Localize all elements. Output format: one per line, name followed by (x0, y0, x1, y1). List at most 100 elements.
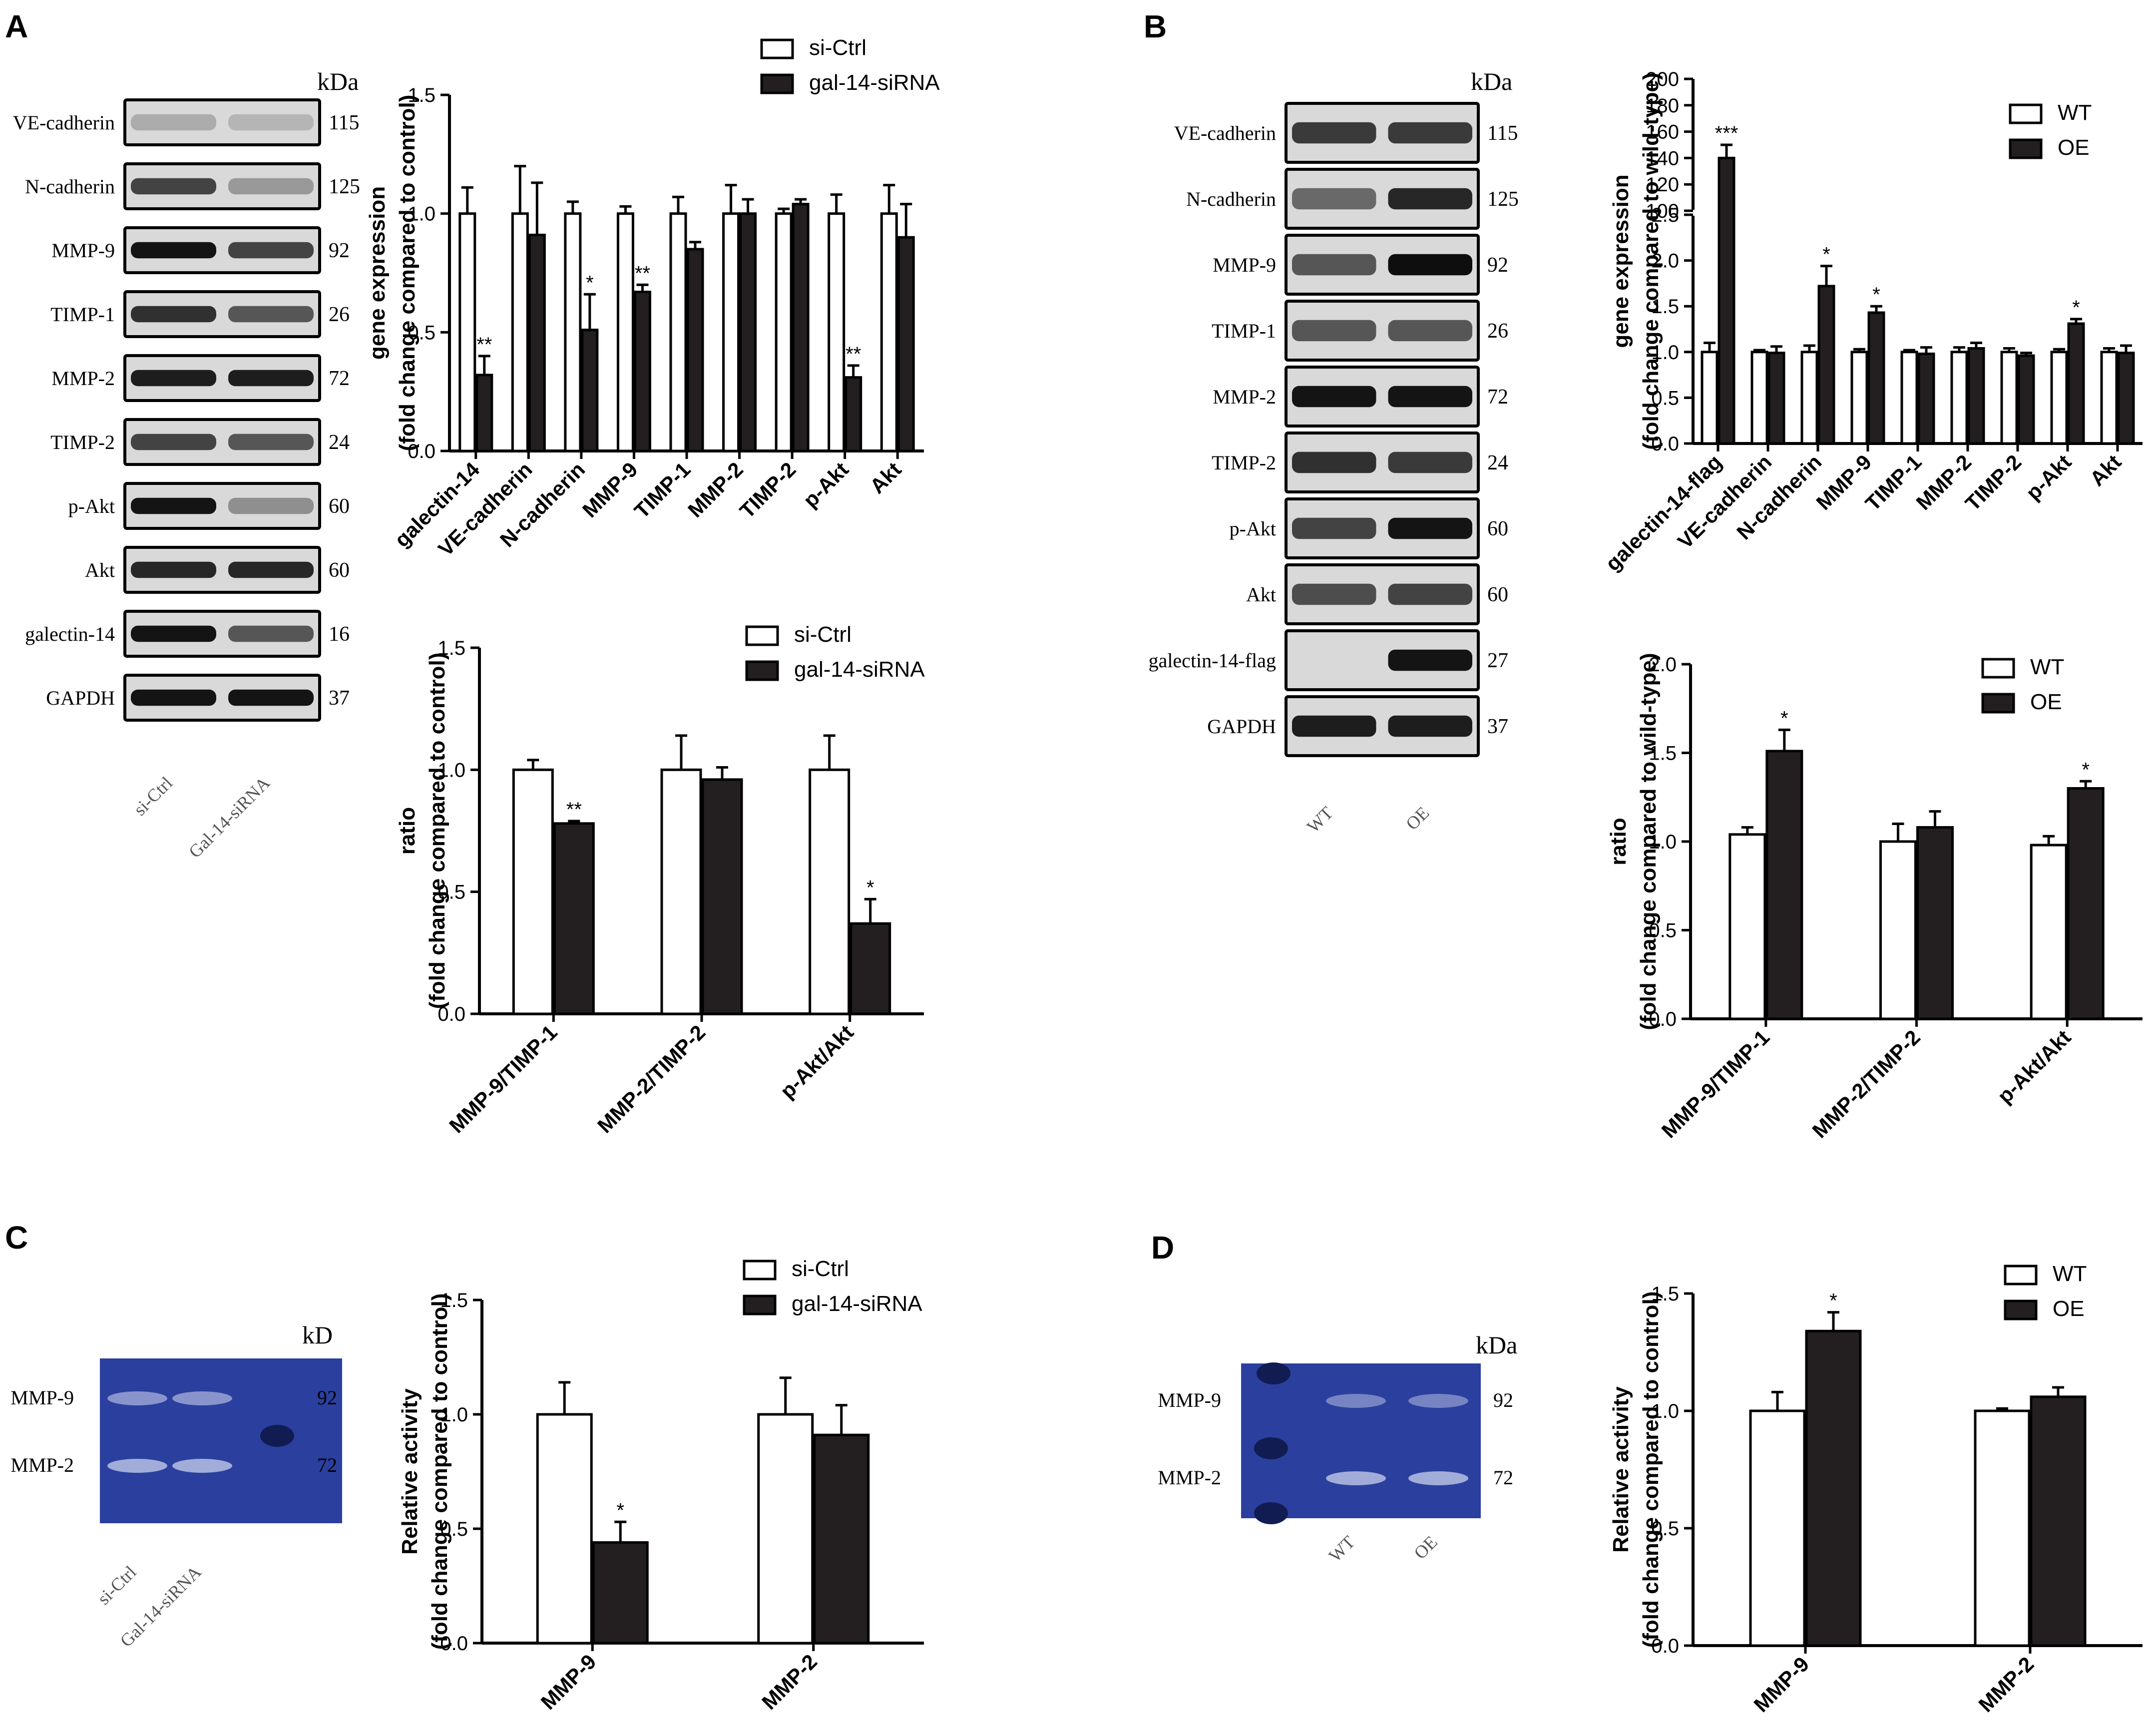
blot-lane-label: WT (1303, 803, 1337, 837)
blot-protein-label: VE-cadherin (1174, 122, 1276, 144)
y-tick-label: 0.0 (1651, 433, 1679, 455)
blot-protein-label: p-Akt (68, 495, 115, 517)
bar-treatment (739, 212, 757, 452)
blot-protein-label: N-cadherin (25, 175, 115, 198)
blot-kda-value: 115 (1487, 122, 1518, 145)
y-tick-label: 1.5 (440, 1290, 468, 1311)
y-tick-label: 0.0 (1651, 1635, 1679, 1657)
blot-band (1292, 122, 1376, 144)
blot-strip (123, 418, 321, 466)
y-axis-label-sub: (fold change compared to wild-type) (1639, 72, 1663, 449)
blot-band (131, 370, 216, 387)
bar-treatment (528, 233, 546, 452)
blot-band (1292, 188, 1376, 210)
blot-protein-label: galectin-14 (25, 623, 115, 645)
bar-treatment (792, 203, 810, 452)
y-tick-label: 160 (1646, 121, 1679, 143)
blot-protein-label: TIMP-1 (50, 303, 115, 326)
legend-swatch (760, 38, 794, 59)
y-axis-label-sub: (fold change compared to control) (1639, 1292, 1663, 1648)
y-tick-label: 0.0 (437, 1003, 465, 1025)
y-tick-label: 2.0 (1649, 654, 1677, 676)
y-tick-label: 1.5 (1651, 296, 1679, 318)
legend-swatch (743, 1260, 777, 1281)
bar-control (2000, 351, 2018, 445)
significance-marker: ** (566, 799, 582, 821)
legend-label: OE (2030, 690, 2062, 714)
y-tick-label: 140 (1646, 147, 1679, 169)
zymogram-lane-label: WT (1325, 1532, 1359, 1566)
blot-band (1388, 188, 1472, 210)
y-tick-label: 0.0 (408, 440, 435, 462)
legend-swatch (1981, 693, 2015, 714)
legend-swatch (1981, 658, 2015, 679)
blot-kda-value: 115 (329, 111, 359, 134)
x-tick-label: Akt (2085, 450, 2126, 490)
significance-marker: ** (476, 334, 492, 356)
panel-label-d: D (1151, 1230, 1174, 1266)
y-tick-label: 2.5 (1651, 204, 1679, 226)
zymogram-lane-label: OE (1410, 1532, 1441, 1563)
blot-strip (123, 482, 321, 530)
blot-protein-label: MMP-9 (1213, 254, 1276, 276)
blot-strip (123, 290, 321, 338)
blot-band (228, 242, 314, 259)
y-tick-label: 120 (1646, 174, 1679, 196)
legend-swatch (743, 1295, 777, 1315)
legend-swatch (2009, 103, 2043, 124)
y-axis-label: ratio (1606, 818, 1631, 865)
zymogram-protein-label: MMP-9 (10, 1386, 74, 1409)
legend-label: WT (2053, 1262, 2087, 1286)
bar-control (828, 212, 846, 452)
significance-marker: ** (846, 343, 861, 365)
x-tick-label: TIMP-2 (735, 457, 801, 523)
blot-kda-value: 125 (1487, 188, 1519, 211)
blot-band (1292, 320, 1376, 342)
y-tick-label: 200 (1646, 68, 1679, 90)
blot-protein-label: galectin-14-flag (1149, 649, 1276, 672)
bar-control (1974, 1409, 2031, 1647)
legend-label: WT (2058, 100, 2092, 125)
legend-label: gal-14-siRNA (792, 1292, 922, 1316)
y-axis-label: Relative activity (1609, 1386, 1633, 1553)
y-axis-label-sub: (fold change compared to control) (395, 95, 420, 451)
blot-strip (123, 674, 321, 722)
x-tick-label: MMP-9/TIMP-1 (444, 1020, 562, 1138)
panel-label-c: C (5, 1220, 28, 1256)
bar-treatment (553, 822, 595, 1015)
zymogram-band (1408, 1394, 1468, 1408)
bar-treatment (850, 922, 891, 1015)
y-tick-label: 0.5 (1651, 387, 1679, 409)
significance-marker: * (2082, 759, 2090, 781)
bar-treatment (1867, 311, 1885, 445)
blot-protein-label: TIMP-2 (1212, 451, 1276, 474)
blot-kda-value: 27 (1487, 649, 1508, 672)
significance-marker: ** (635, 262, 650, 284)
blot-band (1292, 715, 1376, 737)
blot-band (131, 561, 216, 578)
blot-band (1388, 451, 1472, 473)
legend-label: si-Ctrl (792, 1257, 849, 1281)
blot-band (1388, 583, 1472, 605)
western-blot-a: kDa VE-cadherin 115 N-cadherin 125 MMP-9 92 TIM… (13, 67, 360, 862)
blot-protein-label: p-Akt (1230, 517, 1276, 540)
blot-band (1388, 386, 1472, 408)
bar-treatment (2030, 1395, 2087, 1647)
blot-band (1388, 517, 1472, 539)
blot-band (1388, 320, 1472, 342)
bar-control (2100, 351, 2118, 445)
bar-control (536, 1413, 593, 1645)
zymogram-lane-label: si-Ctrl (93, 1562, 140, 1608)
blot-kda-value: 37 (1487, 715, 1508, 738)
x-tick-label: MMP-2 (1974, 1652, 2038, 1717)
legend-label: OE (2058, 135, 2090, 160)
blot-protein-label: Akt (85, 559, 115, 581)
significance-marker: *** (1715, 122, 1738, 144)
y-tick-label: 1.5 (408, 84, 435, 106)
bar-treatment (1917, 352, 1935, 445)
panel-label-a: A (5, 8, 28, 44)
zymogram-d: MMP-9 92 MMP-2 72 kDa WT OE (1158, 1331, 1517, 1566)
bar-control (1879, 840, 1917, 1020)
blot-band (228, 625, 314, 642)
blot-strip (123, 226, 321, 274)
